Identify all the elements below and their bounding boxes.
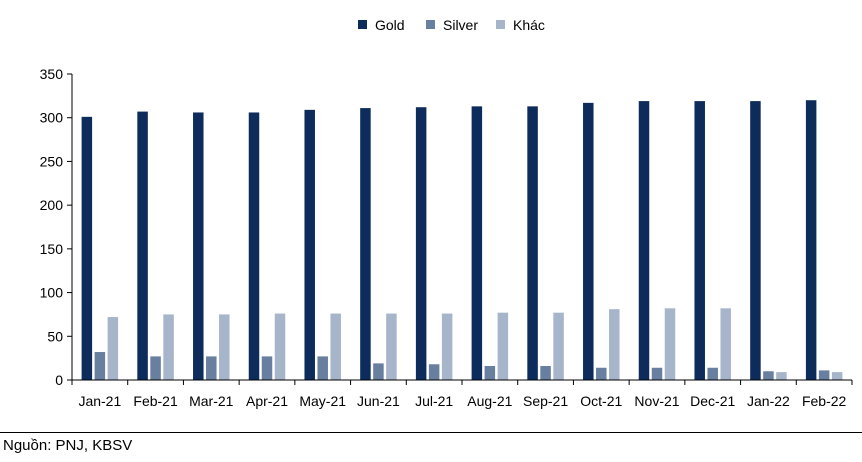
bar-silver-sep-21 xyxy=(540,366,551,380)
x-tick-label: Apr-21 xyxy=(246,393,288,409)
bar-silver-oct-21 xyxy=(596,367,607,380)
bar-silver-dec-21 xyxy=(707,367,718,380)
bar-khac-jan-22 xyxy=(776,372,787,380)
y-axis: 0 50 100 150 200 250 300 350 xyxy=(40,66,73,388)
bar-khac-oct-21 xyxy=(609,309,620,380)
bar-khac-mar-21 xyxy=(219,314,230,380)
x-tick-label: Jan-21 xyxy=(78,393,121,409)
x-tick-label: Mar-21 xyxy=(189,393,234,409)
bar-gold-jul-21 xyxy=(415,107,427,381)
x-tick-label: May-21 xyxy=(299,393,346,409)
x-tick-label: Feb-22 xyxy=(802,393,847,409)
bar-silver-jan-21 xyxy=(94,352,106,380)
bar-silver-aug-21 xyxy=(484,366,496,380)
bar-gold-oct-21 xyxy=(583,102,594,380)
bar-gold-apr-21 xyxy=(248,112,260,381)
legend-label: Gold xyxy=(375,17,405,33)
bar-gold-jun-21 xyxy=(360,108,371,381)
x-tick-label: Dec-21 xyxy=(690,393,735,409)
bars xyxy=(81,100,843,381)
x-axis: Jan-21 Feb-21 Mar-21 Apr-21 May-21 Jun-21 Jul-… xyxy=(71,379,853,409)
bar-gold-aug-21 xyxy=(471,106,483,380)
y-tick-label: 300 xyxy=(40,110,64,126)
x-tick-label: Jun-21 xyxy=(357,393,400,409)
bar-silver-apr-21 xyxy=(261,356,273,380)
y-tick-label: 250 xyxy=(40,153,64,169)
bar-khac-dec-21 xyxy=(720,308,731,380)
bar-silver-feb-22 xyxy=(818,370,830,380)
x-tick-label: Sep-21 xyxy=(523,393,568,409)
y-tick-label: 350 xyxy=(40,66,64,82)
bar-khac-feb-21 xyxy=(163,314,174,380)
y-tick-label: 100 xyxy=(40,285,64,301)
bar-gold-jan-22 xyxy=(750,101,761,381)
legend-swatch xyxy=(426,20,435,29)
bar-gold-nov-21 xyxy=(638,101,650,381)
source-note: Nguồn: PNJ, KBSV xyxy=(3,437,133,454)
bar-silver-jun-21 xyxy=(373,363,384,380)
source-divider xyxy=(0,432,862,433)
bar-gold-dec-21 xyxy=(694,101,705,381)
bar-khac-nov-21 xyxy=(664,308,676,380)
legend-label: Khác xyxy=(513,17,545,33)
bar-khac-apr-21 xyxy=(274,313,286,380)
x-tick-label: Oct-21 xyxy=(580,393,622,409)
bar-khac-sep-21 xyxy=(553,312,564,380)
bar-gold-feb-22 xyxy=(805,100,817,380)
bar-khac-aug-21 xyxy=(497,312,509,380)
bar-silver-nov-21 xyxy=(651,367,663,380)
legend-swatch xyxy=(358,20,367,29)
legend-swatch xyxy=(496,20,505,29)
bar-gold-feb-21 xyxy=(137,111,148,380)
bar-silver-jan-22 xyxy=(763,371,774,380)
bar-gold-may-21 xyxy=(304,109,315,381)
x-tick-label: Aug-21 xyxy=(467,393,512,409)
x-tick-label: Feb-21 xyxy=(133,393,178,409)
bar-silver-jul-21 xyxy=(428,364,440,380)
bar-khac-feb-22 xyxy=(831,372,843,380)
x-tick-label: Nov-21 xyxy=(634,393,679,409)
chart-legend: Gold Silver Khác xyxy=(358,17,545,33)
x-tick-label: Jul-21 xyxy=(415,393,453,409)
bar-gold-jan-21 xyxy=(81,116,93,380)
y-tick-label: 50 xyxy=(47,328,63,344)
bar-gold-mar-21 xyxy=(193,112,204,381)
bar-khac-jul-21 xyxy=(441,313,453,380)
bar-silver-mar-21 xyxy=(206,356,217,380)
y-tick-label: 0 xyxy=(55,372,63,388)
bar-chart: Gold Silver Khác 0 50 100 150 200 250 300 350 Jan… xyxy=(40,17,853,409)
x-tick-label: Jan-22 xyxy=(747,393,790,409)
bar-khac-jan-21 xyxy=(107,317,119,380)
y-tick-label: 200 xyxy=(40,197,64,213)
legend-label: Silver xyxy=(443,17,478,33)
bar-silver-feb-21 xyxy=(150,356,161,380)
bar-gold-sep-21 xyxy=(527,106,538,380)
y-tick-label: 150 xyxy=(40,241,64,257)
bar-khac-jun-21 xyxy=(386,313,397,380)
bar-khac-may-21 xyxy=(330,313,341,380)
bar-silver-may-21 xyxy=(317,356,328,380)
